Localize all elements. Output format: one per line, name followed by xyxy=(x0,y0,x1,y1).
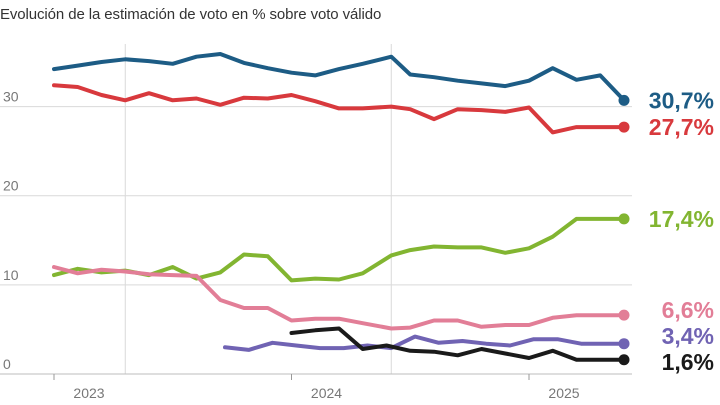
series-end-point-serie-rosa xyxy=(618,309,630,321)
x-tick-label: 2025 xyxy=(548,385,579,401)
end-label-serie-morada: 3,4% xyxy=(662,323,714,349)
y-tick-label: 30 xyxy=(3,89,19,105)
end-label-serie-verde: 17,4% xyxy=(649,206,714,232)
series-end-point-serie-azul xyxy=(618,94,630,106)
end-label-serie-negra: 1,6% xyxy=(662,349,714,375)
x-tick-label: 2023 xyxy=(73,385,104,401)
y-tick-label: 10 xyxy=(3,267,19,283)
series-line-serie-negra xyxy=(289,326,626,362)
x-tick-label: 2024 xyxy=(311,385,342,401)
end-label-serie-rosa: 6,6% xyxy=(662,297,714,323)
series-end-point-serie-morada xyxy=(618,338,630,350)
series-line-serie-roja xyxy=(52,83,626,135)
series-line-serie-morada xyxy=(223,334,626,352)
series-end-point-serie-verde xyxy=(618,213,630,225)
series-line-serie-azul xyxy=(52,52,626,103)
end-label-serie-azul: 30,7% xyxy=(649,87,714,113)
series-end-point-serie-roja xyxy=(618,121,630,133)
series-line-serie-rosa xyxy=(52,265,626,331)
chart-title: Evolución de la estimación de voto en % … xyxy=(0,6,382,23)
y-tick-label: 20 xyxy=(3,178,19,194)
y-tick-label: 0 xyxy=(3,356,11,372)
end-label-serie-roja: 27,7% xyxy=(649,114,714,140)
series-end-point-serie-negra xyxy=(618,354,630,366)
